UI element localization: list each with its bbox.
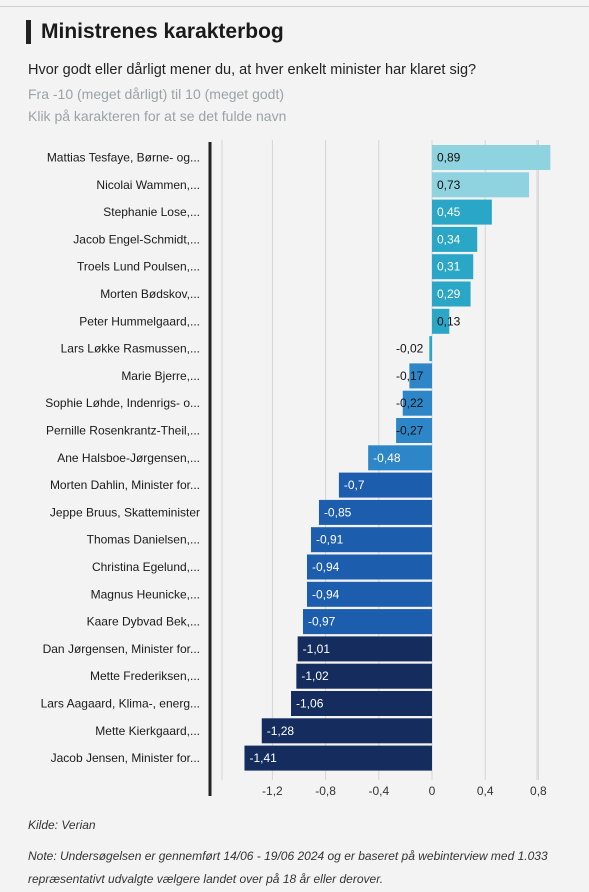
category-label: Morten Dahlin, Minister for...	[50, 478, 200, 492]
bar[interactable]	[291, 691, 432, 716]
bar[interactable]	[261, 718, 432, 744]
x-tick-label: -1,2	[262, 784, 283, 798]
value-label: -1,41	[249, 751, 277, 765]
x-tick-label: 0,4	[477, 784, 494, 798]
value-label: -0,94	[312, 587, 340, 601]
value-label: -0,94	[312, 560, 340, 574]
category-label: Nicolai Wammen,...	[96, 178, 200, 192]
x-tick-label: 0,8	[530, 784, 547, 798]
category-label: Christina Egelund,...	[92, 560, 200, 574]
category-label: Troels Lund Poulsen,...	[77, 260, 200, 274]
title-block: Ministrenes karakterbog	[26, 20, 284, 44]
category-label: Peter Hummelgaard,...	[79, 314, 200, 328]
bar[interactable]	[432, 308, 450, 334]
x-tick-label: -0,4	[368, 784, 389, 798]
value-label: 0,34	[437, 232, 461, 246]
bar[interactable]	[432, 199, 492, 225]
value-label: 0,31	[437, 260, 461, 274]
click-hint: Klik på karakteren for at se det fulde n…	[28, 108, 287, 124]
bar[interactable]	[306, 581, 432, 607]
value-label: -0,02	[396, 342, 424, 356]
category-label: Mette Frederiksen,...	[90, 669, 200, 683]
category-label: Marie Bjerre,...	[121, 369, 200, 383]
category-label: Ane Halsboe-Jørgensen,...	[57, 451, 200, 465]
bar[interactable]	[396, 418, 432, 443]
bar[interactable]	[318, 499, 432, 525]
title-accent-bar	[26, 20, 31, 44]
source-note: Kilde: Verian	[28, 818, 96, 832]
category-label: Magnus Heunicke,...	[91, 587, 200, 601]
category-label: Jacob Engel-Schmidt,...	[73, 232, 200, 246]
value-label: 0,45	[437, 205, 461, 219]
bar[interactable]	[429, 336, 432, 362]
category-label: Dan Jørgensen, Minister for...	[43, 642, 200, 656]
value-label: -0,91	[316, 533, 344, 547]
value-label: -1,01	[303, 642, 331, 656]
value-label: -0,27	[396, 424, 424, 438]
scale-note: Fra -10 (meget dårligt) til 10 (meget go…	[28, 86, 284, 102]
bar[interactable]	[432, 172, 530, 198]
category-label: Lars Aagaard, Klima-, energ...	[41, 697, 200, 711]
category-label: Mattias Tesfaye, Børne- og...	[47, 151, 200, 165]
bar[interactable]	[297, 636, 432, 662]
category-label: Pernille Rosenkrantz-Theil,...	[46, 424, 200, 438]
value-label: -0,17	[396, 369, 424, 383]
bar[interactable]	[302, 609, 432, 635]
bar[interactable]	[432, 226, 478, 252]
category-label: Stephanie Lose,...	[103, 205, 200, 219]
category-label: Kaare Dybvad Bek,...	[87, 615, 200, 629]
value-label: 0,73	[437, 178, 461, 192]
bar[interactable]	[306, 554, 432, 580]
bar[interactable]	[432, 145, 551, 170]
x-tick-label: 0	[429, 784, 436, 798]
value-label: -1,06	[296, 697, 324, 711]
value-label: -0,85	[324, 505, 352, 519]
category-label: Lars Løkke Rasmussen,...	[61, 342, 200, 356]
value-label: 0,29	[437, 287, 461, 301]
top-rule	[0, 6, 589, 7]
methodology-note: Note: Undersøgelsen er gennemført 14/06 …	[28, 849, 548, 886]
category-label: Mette Kierkgaard,...	[95, 724, 200, 738]
x-tick-label: -0,8	[315, 784, 336, 798]
chart-subtitle: Hvor godt eller dårligt mener du, at hve…	[28, 62, 477, 78]
bar[interactable]	[409, 363, 432, 389]
value-label: 0,89	[437, 151, 461, 165]
category-label: Thomas Danielsen,...	[87, 533, 200, 547]
category-label: Jeppe Bruus, Skatteminister	[50, 505, 200, 519]
value-label: 0,13	[437, 314, 461, 328]
bar[interactable]	[338, 472, 432, 498]
value-label: -0,7	[344, 478, 365, 492]
category-label: Morten Bødskov,...	[100, 287, 200, 301]
category-label: Jacob Jensen, Minister for...	[51, 751, 200, 765]
bar[interactable]	[432, 254, 474, 280]
chart-title: Ministrenes karakterbog	[41, 20, 284, 43]
category-label: Sophie Løhde, Indenrigs- o...	[45, 396, 200, 410]
value-label: -0,22	[396, 396, 424, 410]
value-label: -1,28	[267, 724, 295, 738]
value-label: -0,48	[373, 451, 401, 465]
bar[interactable]	[432, 281, 471, 307]
bar[interactable]	[310, 527, 432, 553]
bar[interactable]	[296, 663, 432, 689]
value-label: -0,97	[308, 615, 336, 629]
bar[interactable]	[244, 745, 432, 771]
value-label: -1,02	[301, 669, 329, 683]
bar-chart: -1,2 -0,8 -0,4 0 0,4 0,8 Mattias Tesfaye, Børn…	[41, 140, 551, 798]
bar[interactable]	[402, 390, 432, 416]
bar[interactable]	[368, 445, 432, 471]
